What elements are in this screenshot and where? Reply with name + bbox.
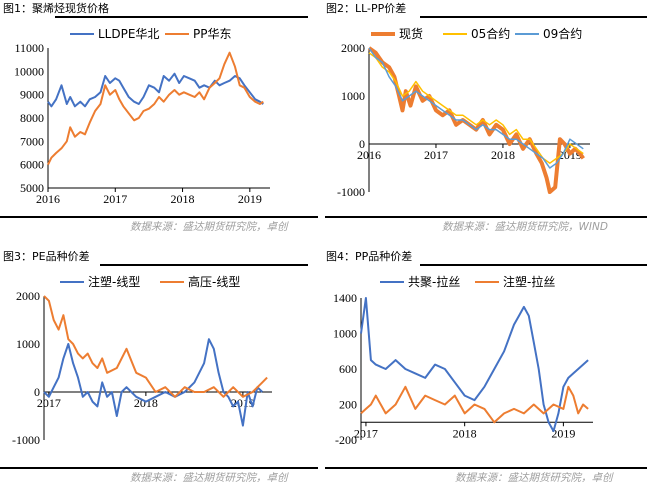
series-line-1: [47, 51, 264, 166]
legend-label: 高压-线型: [188, 274, 240, 289]
y-tick-label: 11000: [14, 41, 44, 55]
legend-label: 09合约: [543, 26, 582, 41]
series-line-0: [360, 297, 589, 433]
panel3-title-rule: [100, 264, 308, 266]
x-tick-label: 2019: [238, 192, 262, 206]
panel4-title: 图4：PP品种价差: [326, 250, 413, 263]
y-tick-label: 1000: [333, 327, 357, 341]
x-tick-label: 2017: [354, 426, 378, 440]
panel1-source: 数据来源：盛达期货研究院，卓创: [130, 221, 288, 233]
legend-label: 注塑-线型: [88, 274, 140, 289]
x-tick-label: 2017: [37, 396, 61, 410]
y-tick-label: 2000: [16, 289, 40, 303]
x-tick-label: 2017: [424, 148, 448, 162]
panel3-title: 图3：PE品种价差: [3, 250, 90, 263]
y-tick-label: -1000: [12, 433, 40, 447]
y-tick-label: 600: [339, 362, 357, 376]
x-tick-label: 2019: [231, 396, 255, 410]
panel1-bottom-rule: [0, 216, 318, 218]
legend-label: PP华东: [193, 27, 231, 41]
series-line-1: [368, 52, 584, 164]
y-tick-label: 200: [339, 398, 357, 412]
panel2-title-rule: [420, 16, 647, 18]
legend-label: LLDPE华北: [98, 27, 159, 41]
panel4-source: 数据来源：盛达期货研究院，卓创: [455, 472, 613, 484]
y-tick-label: 5000: [20, 181, 44, 195]
panel2-source: 数据来源：盛达期货研究院，WIND: [442, 221, 608, 233]
panel2-title: 图2：LL-PP价差: [326, 2, 407, 15]
y-tick-label: -200: [335, 433, 357, 447]
x-tick-label: 2018: [491, 148, 515, 162]
panel4-bottom-rule: [325, 467, 647, 469]
panel3-bottom-rule: [0, 467, 318, 469]
x-tick-label: 2016: [36, 192, 60, 206]
y-tick-label: 10000: [14, 64, 44, 78]
x-tick-label: 2018: [171, 192, 195, 206]
y-tick-label: 1000: [16, 337, 40, 351]
legend-label: 注塑-拉丝: [503, 274, 555, 289]
x-tick-label: 2017: [103, 192, 127, 206]
y-tick-label: 8000: [20, 111, 44, 125]
y-tick-label: 7000: [20, 134, 44, 148]
panel3-source: 数据来源：盛达期货研究院，卓创: [130, 472, 288, 484]
x-tick-label: 2019: [551, 426, 575, 440]
series-line-1: [360, 385, 589, 424]
y-tick-label: 9000: [20, 88, 44, 102]
panel4-chart: -200 200 600 1000 1400 2017 2018 2019 共聚-拉丝 注塑-拉丝: [333, 274, 593, 447]
legend-label: 共聚-拉丝: [408, 274, 460, 289]
y-tick-label: 1000: [341, 89, 365, 103]
y-tick-label: -1000: [337, 185, 365, 199]
series-line-0: [47, 72, 264, 108]
series-line-1: [43, 295, 268, 398]
y-tick-label: 0: [34, 385, 40, 399]
panel2-bottom-rule: [325, 216, 647, 218]
y-tick-label: 6000: [20, 158, 44, 172]
x-tick-label: 2016: [357, 148, 381, 162]
legend-label: 现货: [399, 26, 423, 41]
panel4-title-rule: [420, 264, 647, 266]
panel1-title-rule: [55, 16, 308, 18]
series-line-0: [43, 338, 263, 427]
x-tick-label: 2018: [453, 426, 477, 440]
y-tick-label: 2000: [341, 41, 365, 55]
panel1-chart: 5000 6000 7000 8000 9000 10000 11000 2016 2017 20…: [14, 27, 270, 206]
legend-label: 05合约: [471, 26, 510, 41]
y-tick-label: 0: [359, 137, 365, 151]
panel1-title: 图1：聚烯烃现货价格: [3, 2, 109, 15]
series-line-0: [367, 46, 585, 194]
y-tick-label: 1400: [333, 291, 357, 305]
series-line-2: [368, 47, 584, 169]
